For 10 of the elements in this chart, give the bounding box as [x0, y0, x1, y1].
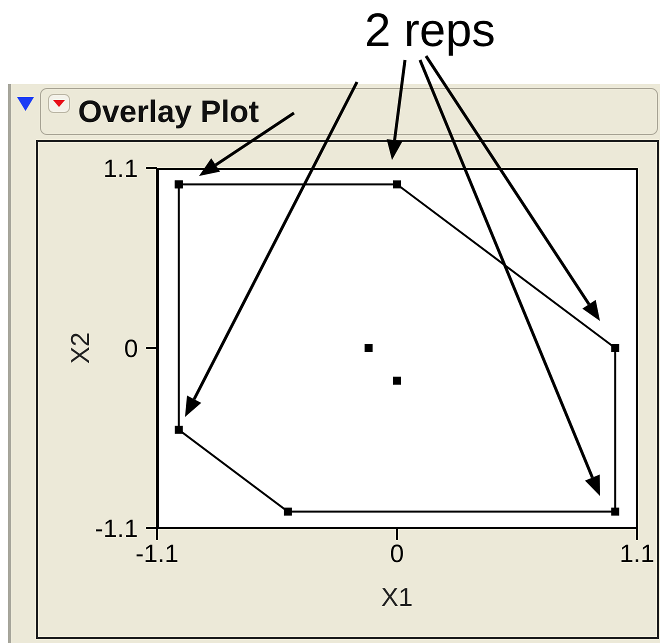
y-tick-label: 0	[124, 334, 138, 363]
y-tick-label: -1.1	[94, 514, 138, 543]
y-axis-title: X2	[65, 332, 95, 364]
x-axis-title: X1	[381, 582, 413, 612]
x-tick-label: 0	[390, 540, 404, 568]
chart-title: Overlay Plot	[78, 93, 259, 131]
text: 2 reps	[364, 3, 496, 56]
x-tick-label: 1.1	[620, 540, 654, 568]
x-tick-label: -1.1	[135, 540, 179, 568]
y-tick-label: 1.1	[103, 154, 138, 183]
